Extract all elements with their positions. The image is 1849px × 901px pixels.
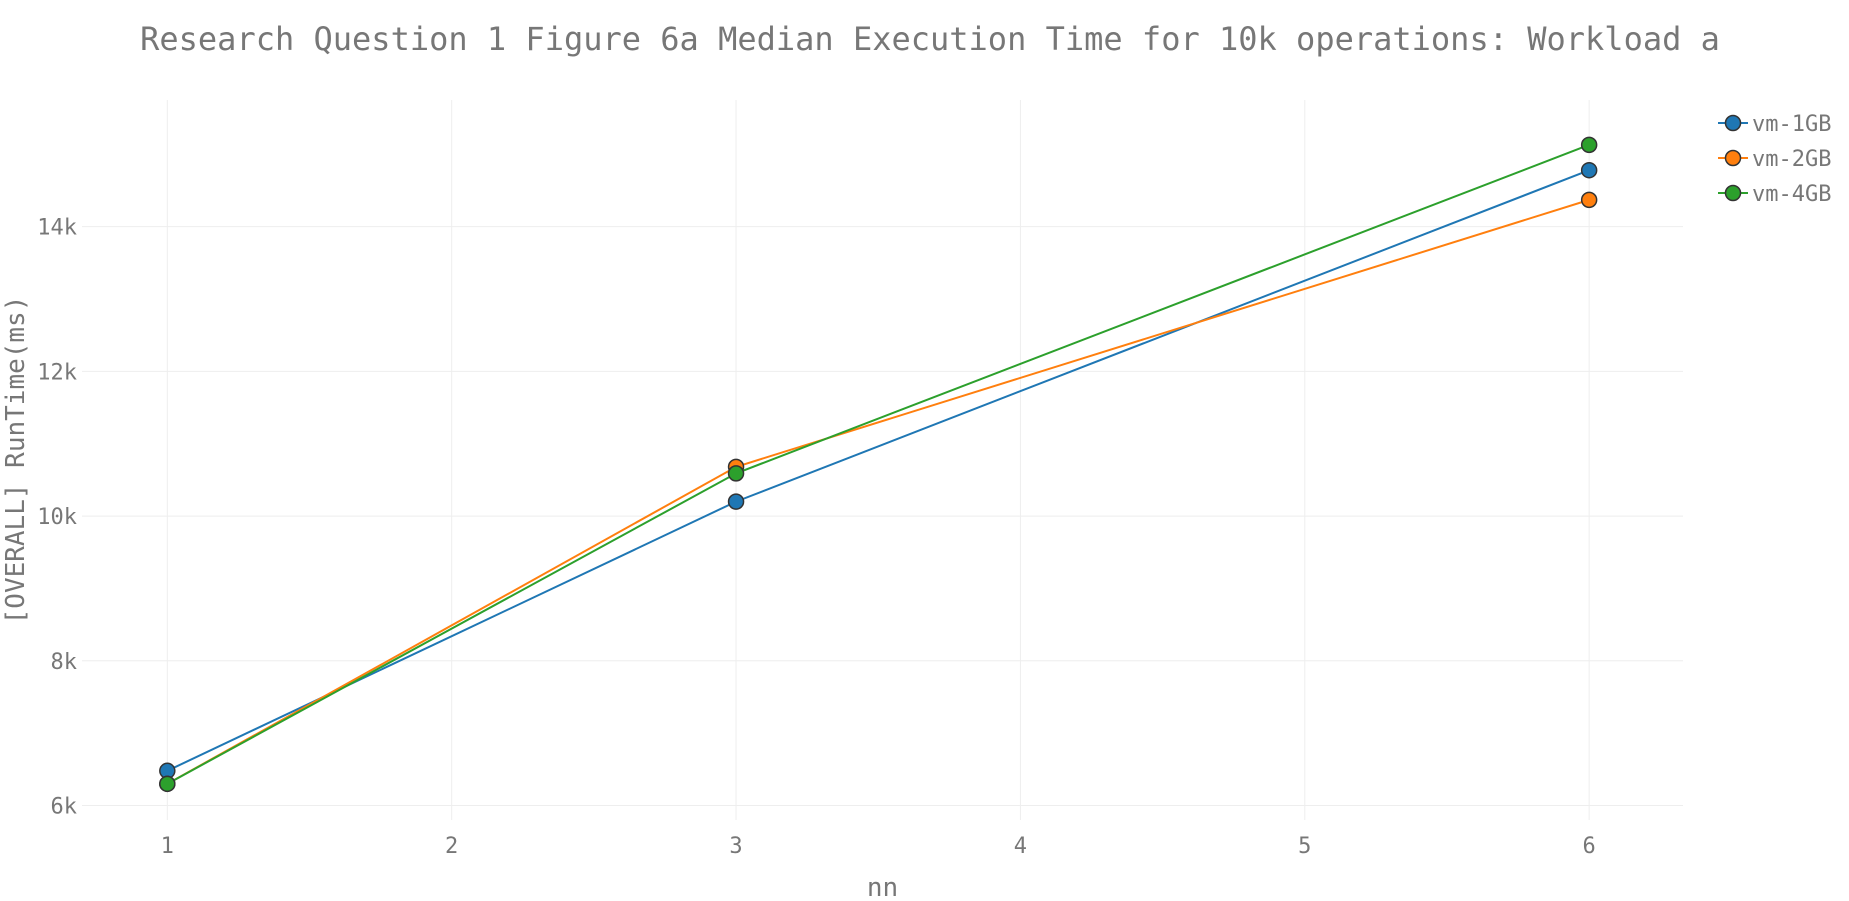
x-axis-title: nn bbox=[867, 873, 898, 901]
series-line bbox=[166, 143, 1590, 785]
legend-marker bbox=[1724, 114, 1742, 132]
legend-marker bbox=[1724, 149, 1742, 167]
data-point[interactable] bbox=[1580, 191, 1598, 209]
legend-marker bbox=[1724, 184, 1742, 202]
data-point[interactable] bbox=[727, 465, 745, 482]
y-tick-label: 6k bbox=[51, 795, 78, 820]
legend-label: vm-1GB bbox=[1752, 112, 1831, 137]
data-point[interactable] bbox=[159, 775, 176, 793]
legend-item[interactable]: vm-2GB bbox=[1718, 147, 1831, 172]
x-tick-label: 1 bbox=[161, 834, 174, 859]
y-tick-label: 14k bbox=[37, 216, 77, 241]
series-vm-4GB bbox=[159, 136, 1598, 793]
series-group bbox=[159, 136, 1598, 793]
x-tick-label: 6 bbox=[1583, 834, 1596, 859]
legend-label: vm-4GB bbox=[1752, 182, 1831, 207]
legend-label: vm-2GB bbox=[1752, 147, 1831, 172]
y-axis-ticks: 6k 8k 10k 12k 14k bbox=[37, 216, 77, 820]
x-tick-label: 2 bbox=[445, 834, 458, 859]
series-line bbox=[166, 169, 1590, 772]
y-axis-title: [OVERALL] RunTime(ms) bbox=[1, 296, 31, 625]
y-tick-label: 10k bbox=[37, 505, 77, 530]
data-point[interactable] bbox=[1580, 136, 1598, 154]
x-tick-label: 3 bbox=[729, 834, 742, 859]
grid bbox=[82, 100, 1683, 820]
legend[interactable]: vm-1GB vm-2GB vm-4GB bbox=[1718, 112, 1831, 207]
legend-item[interactable]: vm-1GB bbox=[1718, 112, 1831, 137]
legend-item[interactable]: vm-4GB bbox=[1718, 182, 1831, 207]
data-point[interactable] bbox=[727, 493, 745, 510]
data-point[interactable] bbox=[1580, 161, 1598, 179]
x-tick-label: 5 bbox=[1298, 834, 1311, 859]
y-tick-label: 8k bbox=[51, 650, 78, 675]
x-axis-ticks: 1 2 3 4 5 6 bbox=[161, 834, 1596, 859]
chart-title: Research Question 1 Figure 6a Median Exe… bbox=[140, 20, 1720, 58]
series-line bbox=[166, 198, 1590, 785]
series-vm-1GB bbox=[159, 161, 1598, 780]
y-tick-label: 12k bbox=[37, 360, 77, 385]
series-vm-2GB bbox=[159, 191, 1598, 793]
x-tick-label: 4 bbox=[1014, 834, 1027, 859]
